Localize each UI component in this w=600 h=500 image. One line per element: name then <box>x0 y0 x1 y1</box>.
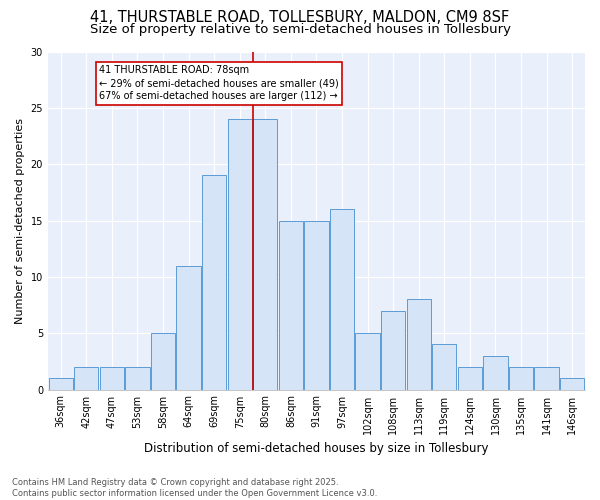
Bar <box>330 210 354 390</box>
Bar <box>176 266 201 390</box>
Bar <box>432 344 457 390</box>
Bar <box>151 333 175 390</box>
Y-axis label: Number of semi-detached properties: Number of semi-detached properties <box>15 118 25 324</box>
Bar <box>355 333 380 390</box>
Bar <box>458 367 482 390</box>
Bar <box>279 220 303 390</box>
Bar <box>509 367 533 390</box>
Bar <box>74 367 98 390</box>
Bar <box>227 119 252 390</box>
Bar <box>535 367 559 390</box>
X-axis label: Distribution of semi-detached houses by size in Tollesbury: Distribution of semi-detached houses by … <box>144 442 489 455</box>
Bar <box>407 300 431 390</box>
Bar <box>484 356 508 390</box>
Text: Size of property relative to semi-detached houses in Tollesbury: Size of property relative to semi-detach… <box>89 22 511 36</box>
Text: 41 THURSTABLE ROAD: 78sqm
← 29% of semi-detached houses are smaller (49)
67% of : 41 THURSTABLE ROAD: 78sqm ← 29% of semi-… <box>99 65 339 102</box>
Bar <box>560 378 584 390</box>
Bar <box>381 310 406 390</box>
Bar <box>49 378 73 390</box>
Bar <box>253 119 277 390</box>
Bar <box>304 220 329 390</box>
Bar <box>100 367 124 390</box>
Bar <box>125 367 149 390</box>
Bar <box>202 176 226 390</box>
Text: 41, THURSTABLE ROAD, TOLLESBURY, MALDON, CM9 8SF: 41, THURSTABLE ROAD, TOLLESBURY, MALDON,… <box>91 10 509 25</box>
Text: Contains HM Land Registry data © Crown copyright and database right 2025.
Contai: Contains HM Land Registry data © Crown c… <box>12 478 377 498</box>
